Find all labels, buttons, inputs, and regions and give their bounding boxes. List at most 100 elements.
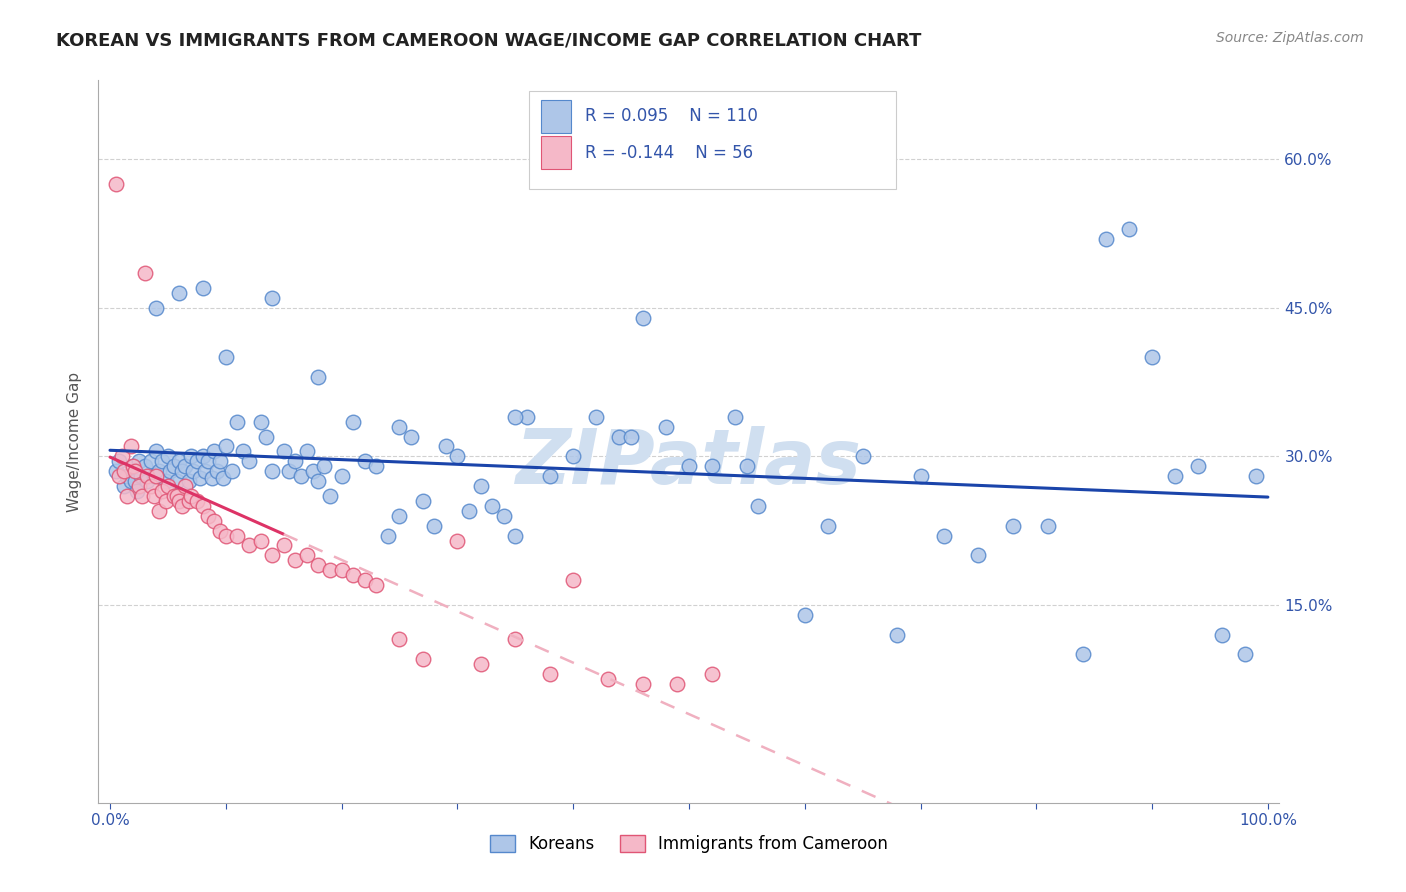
Point bbox=[131, 489, 153, 503]
Point bbox=[122, 459, 145, 474]
Point bbox=[128, 454, 150, 468]
Point bbox=[120, 440, 142, 454]
Point bbox=[191, 281, 214, 295]
Bar bbox=[541, 100, 571, 133]
Point bbox=[1246, 469, 1268, 483]
Point bbox=[377, 528, 399, 542]
Point bbox=[388, 632, 411, 647]
Point bbox=[446, 450, 468, 464]
Point bbox=[174, 479, 197, 493]
Point bbox=[1164, 469, 1187, 483]
Point bbox=[562, 450, 585, 464]
Point bbox=[307, 558, 329, 573]
Point bbox=[117, 469, 139, 483]
Point bbox=[201, 471, 224, 485]
Point bbox=[295, 549, 318, 563]
Point bbox=[666, 677, 689, 691]
Point bbox=[215, 351, 238, 365]
Point bbox=[150, 454, 173, 468]
Point bbox=[585, 409, 607, 424]
Point bbox=[117, 489, 139, 503]
Point bbox=[254, 429, 277, 443]
Point bbox=[208, 524, 231, 538]
Point bbox=[342, 568, 364, 582]
Point bbox=[700, 459, 723, 474]
Point bbox=[124, 464, 146, 478]
Point bbox=[1036, 518, 1059, 533]
Point bbox=[170, 464, 193, 478]
Point bbox=[284, 553, 307, 567]
Point bbox=[538, 469, 561, 483]
Point bbox=[399, 429, 422, 443]
Point bbox=[314, 459, 336, 474]
Point bbox=[194, 464, 217, 478]
Point bbox=[700, 667, 723, 681]
Point bbox=[215, 440, 238, 454]
Point bbox=[180, 450, 202, 464]
Point bbox=[156, 479, 179, 493]
Point bbox=[170, 499, 193, 513]
Point bbox=[342, 415, 364, 429]
Point bbox=[330, 469, 353, 483]
Point bbox=[186, 494, 208, 508]
Point bbox=[967, 549, 990, 563]
Point bbox=[197, 508, 219, 523]
Point bbox=[159, 464, 181, 478]
Point bbox=[307, 474, 329, 488]
Point bbox=[145, 469, 167, 483]
Point bbox=[1233, 648, 1256, 662]
Point bbox=[232, 444, 254, 458]
Point bbox=[143, 489, 166, 503]
Point bbox=[202, 514, 225, 528]
Point bbox=[678, 459, 700, 474]
Point bbox=[273, 539, 295, 553]
Point bbox=[388, 419, 411, 434]
Point bbox=[120, 474, 142, 488]
Point bbox=[353, 573, 375, 587]
Point bbox=[724, 409, 747, 424]
Point bbox=[319, 563, 342, 577]
Point bbox=[212, 471, 235, 485]
Point bbox=[747, 499, 769, 513]
Point bbox=[388, 508, 411, 523]
Point bbox=[562, 573, 585, 587]
Point bbox=[330, 563, 353, 577]
Point bbox=[262, 464, 284, 478]
Point bbox=[301, 464, 323, 478]
Point bbox=[793, 607, 815, 622]
Point bbox=[208, 454, 231, 468]
Point bbox=[631, 677, 654, 691]
Point bbox=[492, 508, 515, 523]
Point bbox=[186, 454, 208, 468]
Point bbox=[423, 518, 446, 533]
Point bbox=[124, 474, 146, 488]
Point bbox=[262, 549, 284, 563]
Point bbox=[125, 483, 148, 498]
Point bbox=[1140, 351, 1163, 365]
Point bbox=[197, 454, 219, 468]
Point bbox=[503, 528, 526, 542]
Point bbox=[180, 489, 202, 503]
Point bbox=[134, 266, 156, 280]
Point bbox=[817, 518, 839, 533]
Point bbox=[735, 459, 758, 474]
Legend: Koreans, Immigrants from Cameroon: Koreans, Immigrants from Cameroon bbox=[484, 828, 894, 860]
Point bbox=[366, 459, 388, 474]
Point bbox=[238, 454, 260, 468]
Point bbox=[108, 454, 131, 468]
Point bbox=[139, 454, 162, 468]
Point bbox=[112, 479, 135, 493]
Point bbox=[148, 464, 170, 478]
Point bbox=[155, 494, 177, 508]
Text: R = 0.095    N = 110: R = 0.095 N = 110 bbox=[585, 107, 758, 126]
Text: KOREAN VS IMMIGRANTS FROM CAMEROON WAGE/INCOME GAP CORRELATION CHART: KOREAN VS IMMIGRANTS FROM CAMEROON WAGE/… bbox=[56, 31, 921, 49]
Point bbox=[143, 469, 166, 483]
Point bbox=[290, 469, 312, 483]
Point bbox=[886, 627, 908, 641]
Point bbox=[458, 504, 481, 518]
Point bbox=[134, 459, 156, 474]
Point bbox=[1002, 518, 1025, 533]
Point bbox=[177, 494, 200, 508]
Point bbox=[516, 409, 538, 424]
Point bbox=[284, 454, 307, 468]
